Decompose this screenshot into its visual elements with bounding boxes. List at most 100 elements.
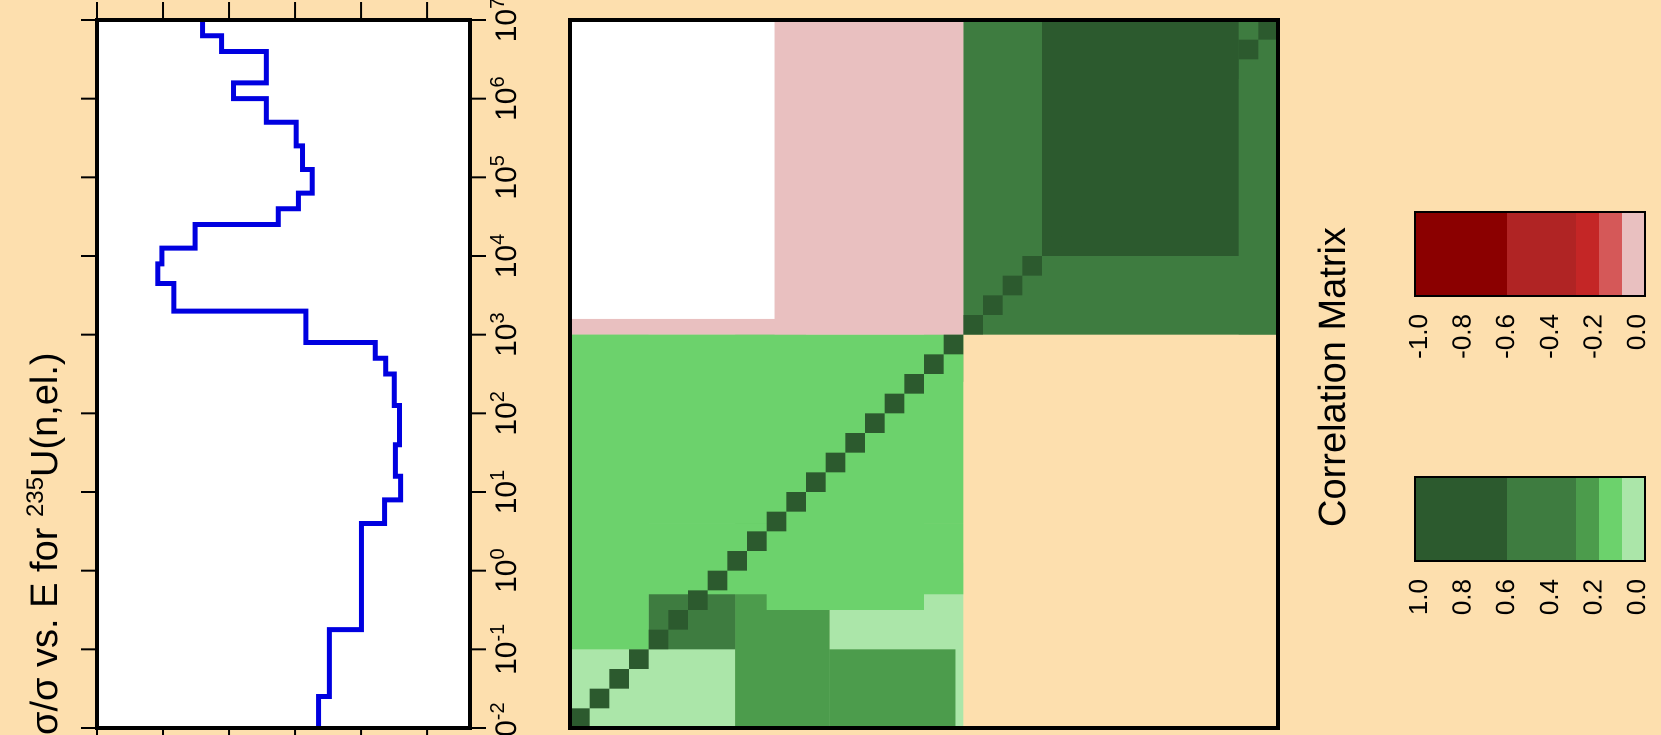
heatmap-diagonal-cell <box>609 669 629 689</box>
heatmap-diagonal-cell <box>806 472 826 492</box>
heatmap-diagonal-cell <box>727 551 747 571</box>
tick-base: 10 <box>490 245 523 278</box>
heatmap-diagonal-cell <box>1002 275 1023 296</box>
legend-negative-scale <box>1414 211 1646 297</box>
heatmap-diagonal-cell <box>924 354 944 374</box>
heatmap-diagonal-cell <box>1140 138 1160 158</box>
tick-exponent: 5 <box>487 155 509 166</box>
heatmap-diagonal-cell <box>1219 59 1239 79</box>
tick-exponent: 6 <box>487 76 509 87</box>
heatmap-cell <box>1238 20 1278 335</box>
heatmap-diagonal <box>570 20 1278 728</box>
heatmap-diagonal-cell <box>983 295 1003 315</box>
legend-negative-swatch <box>1576 212 1599 296</box>
heatmap-panel <box>568 18 1280 730</box>
heatmap-cells <box>570 20 1278 728</box>
tick-exponent: 3 <box>487 312 509 323</box>
heatmap-diagonal-cell <box>570 708 590 728</box>
energy-tick-label: 10-1 <box>487 624 523 675</box>
legend-positive-scale <box>1414 476 1646 562</box>
tick-exponent: 4 <box>487 234 509 245</box>
heatmap-diagonal-cell <box>1160 118 1180 138</box>
legend-positive-swatch <box>1576 477 1599 561</box>
tick-base: 10 <box>490 720 523 735</box>
heatmap-diagonal-cell <box>786 492 806 512</box>
tick-exponent: 2 <box>487 391 509 402</box>
energy-axis-ticks-right <box>470 19 486 729</box>
heatmap-diagonal-cell <box>1101 177 1121 197</box>
tick-base: 10 <box>490 642 523 675</box>
tick-exponent: 1 <box>487 470 509 481</box>
energy-tick-label: 104 <box>487 234 523 279</box>
heatmap-diagonal-cell <box>1238 39 1259 60</box>
energy-tick-label: 106 <box>487 76 523 121</box>
tick-base: 10 <box>490 88 523 121</box>
legend-tick-label: 0.2 <box>1577 579 1607 615</box>
heatmap-diagonal-cell <box>884 393 905 414</box>
energy-tick-label: 100 <box>487 548 523 593</box>
legend-negative-swatch <box>1415 212 1507 296</box>
legend-positive-swatch <box>1622 477 1645 561</box>
heatmap-cell <box>829 649 956 728</box>
legend-tick-label: 0.0 <box>1621 579 1651 615</box>
heatmap-diagonal-cell <box>825 452 846 473</box>
heatmap-diagonal-cell <box>1081 197 1101 217</box>
heatmap-cell <box>774 20 964 335</box>
legend-title: Correlation Matrix <box>1312 227 1354 527</box>
ylabel-superscript: 235 <box>22 477 49 517</box>
energy-tick-label: 101 <box>487 470 523 515</box>
legend-tick-label: 0.0 <box>1621 314 1651 350</box>
heatmap-diagonal-cell <box>688 590 708 610</box>
legend-tick-label: -0.8 <box>1447 314 1477 359</box>
heatmap-diagonal-cell <box>707 570 728 591</box>
energy-axis-ticks-left <box>81 19 97 729</box>
tick-exponent: -2 <box>487 702 509 720</box>
legend-tick-label: -0.2 <box>1577 314 1607 359</box>
heatmap-frame <box>568 18 1280 730</box>
legend-tick-label: 0.4 <box>1534 579 1564 615</box>
heatmap-diagonal-cell <box>963 315 983 335</box>
heatmap-diagonal-cell <box>648 629 669 650</box>
heatmap-diagonal-cell <box>943 334 964 355</box>
heatmap-diagonal-cell <box>1042 236 1062 256</box>
heatmap-diagonal-cell <box>904 374 924 394</box>
legend-negative-swatch <box>1599 212 1622 296</box>
energy-tick-label: 10-2 <box>487 702 523 735</box>
legend-positive-swatch <box>1415 477 1507 561</box>
energy-tick-label: 105 <box>487 155 523 200</box>
heatmap-diagonal-cell <box>1061 216 1082 237</box>
heatmap-diagonal-cell <box>747 531 767 551</box>
heatmap-diagonal-cell <box>1022 256 1042 276</box>
heatmap-diagonal-cell <box>1179 98 1200 119</box>
legend-negative-labels: -1.0 -0.8 -0.6 -0.4 -0.2 0.0 <box>1403 314 1651 359</box>
spectrum-step-line <box>155 20 404 728</box>
legend-positive-swatch <box>1507 477 1576 561</box>
spectrum-y-axis-label: σ/σ vs. E for 235U(n,el.) <box>22 352 66 735</box>
legend-tick-label: -0.6 <box>1490 314 1520 359</box>
heatmap-diagonal-cell <box>629 649 649 669</box>
tick-exponent: -1 <box>487 624 509 642</box>
heatmap-diagonal-cell <box>865 413 885 433</box>
legend-negative-swatch-frame <box>1414 211 1646 297</box>
heatmap-cell <box>570 334 964 524</box>
spectrum-plot-area <box>97 20 470 728</box>
tick-base: 10 <box>490 324 523 357</box>
legend-tick-label: 1.0 <box>1403 579 1433 615</box>
value-axis-ticks-top <box>96 2 429 20</box>
spectrum-frame <box>95 18 472 730</box>
legend-tick-label: -0.4 <box>1534 314 1564 359</box>
heatmap-diagonal-cell <box>589 688 610 709</box>
heatmap-diagonal-cell <box>845 433 865 453</box>
legend-tick-label: 0.6 <box>1490 579 1520 615</box>
legend-positive-labels: 1.0 0.8 0.6 0.4 0.2 0.0 <box>1403 579 1651 615</box>
tick-exponent: 0 <box>487 548 509 559</box>
heatmap-diagonal-cell <box>668 610 688 630</box>
heatmap-diagonal-cell <box>766 511 787 532</box>
heatmap-diagonal-cell <box>1258 20 1278 40</box>
energy-tick-label: 103 <box>487 312 523 357</box>
legend-positive-swatch <box>1599 477 1622 561</box>
tick-base: 10 <box>490 560 523 593</box>
